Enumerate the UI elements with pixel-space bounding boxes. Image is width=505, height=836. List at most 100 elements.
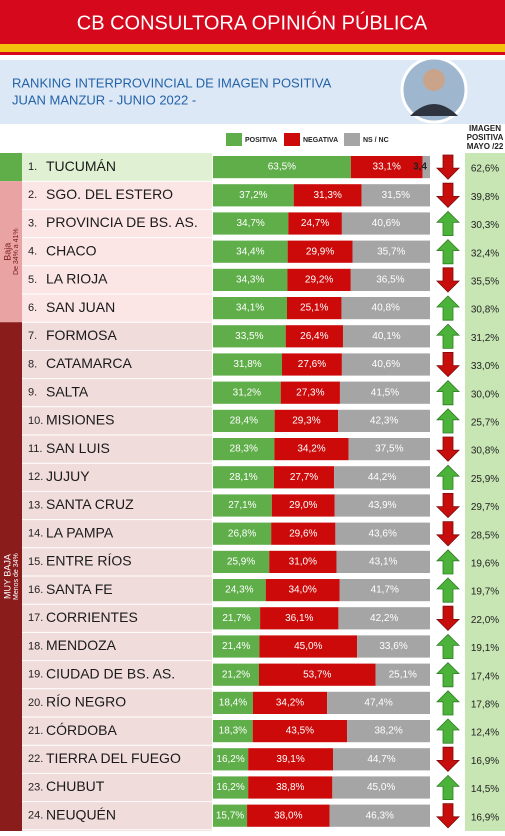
bar-segment xyxy=(336,550,430,573)
category-label: PROVINCIA DE BS. AS. xyxy=(46,214,198,230)
value-label: 29,2% xyxy=(305,275,333,286)
bar-segment xyxy=(329,804,430,827)
value-label: 34,2% xyxy=(297,444,325,455)
category-label: SAN LUIS xyxy=(46,440,110,456)
value-label: 3,4 xyxy=(413,162,427,173)
category-label: CATAMARCA xyxy=(46,355,132,371)
value-label: 27,6% xyxy=(298,359,326,370)
value-label: 37,2% xyxy=(239,190,267,201)
trend-arrow xyxy=(436,549,460,575)
rank-label: 21. xyxy=(28,725,43,737)
bar-segment xyxy=(213,776,249,799)
rank-label: 12. xyxy=(28,471,43,483)
category-label: NEUQUÉN xyxy=(46,806,116,822)
may-value: 22,0% xyxy=(471,615,499,626)
value-label: 40,8% xyxy=(372,303,400,314)
rank-label: 18. xyxy=(28,640,43,652)
value-label: 34,0% xyxy=(288,585,316,596)
may-value: 29,7% xyxy=(471,502,499,513)
bar-segment xyxy=(273,466,335,489)
value-label: 40,6% xyxy=(372,218,400,229)
value-label: 33,5% xyxy=(235,331,263,342)
value-label: 27,3% xyxy=(296,387,324,398)
may-value: 35,5% xyxy=(471,277,499,288)
bar-segment xyxy=(213,494,272,517)
subtitle: RANKING INTERPROVINCIAL DE IMAGEN POSITI… xyxy=(12,75,332,90)
value-label: 34,7% xyxy=(236,218,264,229)
bar-segment xyxy=(288,212,342,235)
trend-arrow xyxy=(436,774,460,800)
value-label: 29,9% xyxy=(306,246,334,257)
bar-segment xyxy=(347,720,430,743)
legend-label: NEGATIVA xyxy=(303,137,338,144)
trend-arrow xyxy=(436,295,460,321)
bar-segment xyxy=(338,409,430,432)
bar-segment xyxy=(332,776,430,799)
bar-segment xyxy=(333,748,430,771)
value-label: 34,1% xyxy=(236,303,264,314)
may-value: 17,4% xyxy=(471,671,499,682)
trend-arrow xyxy=(436,154,460,180)
value-label: 33,6% xyxy=(379,641,407,652)
value-label: 35,7% xyxy=(377,246,405,257)
category-label: CORRIENTES xyxy=(46,609,138,625)
legend-label: POSITIVA xyxy=(245,137,277,144)
bar-segment xyxy=(357,635,430,658)
category-label: CHACO xyxy=(46,242,97,258)
bar-segment xyxy=(213,297,287,320)
header-title: CB CONSULTORA OPINIÓN PÚBLICA xyxy=(77,11,428,34)
value-label: 34,3% xyxy=(236,275,264,286)
bar-segment xyxy=(252,720,348,743)
rank-label: 15. xyxy=(28,556,43,568)
rank-label: 3. xyxy=(28,217,37,229)
bar-segment xyxy=(339,579,430,602)
trend-arrow xyxy=(436,718,460,744)
may-value: 19,6% xyxy=(471,559,499,570)
bar-segment xyxy=(259,635,358,658)
value-label: 39,1% xyxy=(276,754,304,765)
category-label: FORMOSA xyxy=(46,327,117,343)
category-label: SGO. DEL ESTERO xyxy=(46,186,173,202)
bar-segment xyxy=(213,691,253,714)
value-label: 31,8% xyxy=(233,359,261,370)
may-value: 33,0% xyxy=(471,361,499,372)
rank-label: 11. xyxy=(28,443,42,455)
value-label: 43,6% xyxy=(369,528,397,539)
bar-segment xyxy=(247,804,330,827)
header-stripe xyxy=(0,52,505,55)
may-value: 16,9% xyxy=(471,812,499,823)
value-label: 28,3% xyxy=(230,444,258,455)
trend-arrow xyxy=(436,493,460,519)
value-label: 18,4% xyxy=(219,698,247,709)
value-label: 42,3% xyxy=(370,416,398,427)
value-label: 44,7% xyxy=(367,754,395,765)
group-strip xyxy=(0,153,22,182)
bar-segment xyxy=(213,212,289,235)
may-value: 28,5% xyxy=(471,530,499,541)
value-label: 27,7% xyxy=(290,472,318,483)
rank-label: 23. xyxy=(28,781,43,793)
value-label: 45,0% xyxy=(294,641,322,652)
bar-segment xyxy=(213,156,351,179)
bar-segment xyxy=(269,550,337,573)
value-label: 33,1% xyxy=(373,162,401,173)
bar-segment xyxy=(274,409,339,432)
may-value: 30,0% xyxy=(471,389,499,400)
trend-arrow xyxy=(436,662,460,688)
trend-arrow xyxy=(436,352,460,378)
group-label: Baja xyxy=(2,243,12,261)
value-label: 29,6% xyxy=(289,528,317,539)
trend-arrow xyxy=(436,267,460,293)
bar-segment xyxy=(341,353,430,376)
value-label: 41,7% xyxy=(371,585,399,596)
value-label: 21,2% xyxy=(222,669,250,680)
bar-segment xyxy=(335,522,430,545)
header-stripe xyxy=(0,44,505,52)
value-label: 41,5% xyxy=(371,387,399,398)
bar-segment xyxy=(341,212,430,235)
may-value: 30,3% xyxy=(471,220,499,231)
may-value: 39,8% xyxy=(471,192,499,203)
value-label: 24,7% xyxy=(301,218,329,229)
rank-label: 10. xyxy=(28,415,43,427)
